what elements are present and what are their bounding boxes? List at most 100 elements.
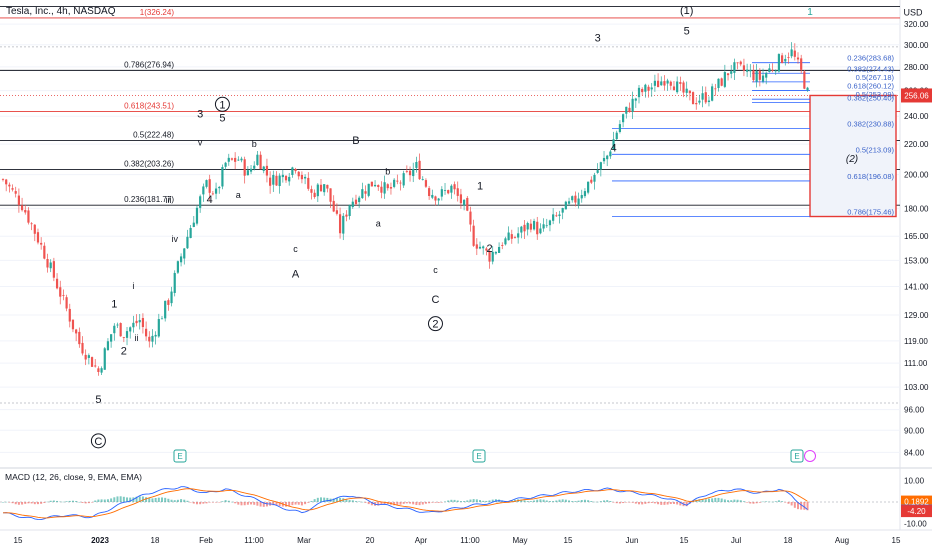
candle-body — [657, 81, 659, 87]
wave-label[interactable]: c — [293, 244, 298, 254]
candle[interactable] — [565, 201, 567, 210]
candle-body — [632, 99, 634, 112]
candle-body — [272, 175, 274, 185]
macd-histogram-bar — [234, 502, 236, 503]
macd-histogram-bar — [177, 500, 179, 502]
candle[interactable] — [587, 181, 589, 194]
wave-label[interactable]: C — [94, 436, 102, 448]
candle-body — [43, 246, 45, 259]
candle[interactable] — [104, 347, 106, 370]
candle[interactable] — [53, 258, 55, 281]
wave-label[interactable]: 1 — [111, 299, 117, 311]
candle[interactable] — [196, 205, 198, 225]
current-price-label: 256.06 — [904, 91, 929, 100]
wave-label[interactable]: 5 — [684, 25, 690, 37]
earnings-marker[interactable]: E — [174, 450, 186, 462]
wave-label[interactable]: 3 — [197, 109, 203, 121]
wave-top-marker[interactable]: 1 — [807, 7, 813, 18]
candle-body — [765, 73, 767, 78]
wave-label[interactable]: a — [376, 219, 381, 229]
candle-body — [762, 76, 764, 82]
candle-body — [69, 309, 71, 322]
macd-histogram-bar — [199, 502, 201, 504]
wave-label[interactable]: (1) — [680, 5, 693, 17]
candle-body — [721, 78, 723, 85]
wave-label[interactable]: v — [198, 138, 203, 148]
candle-body — [543, 224, 545, 228]
wave-label[interactable]: 2 — [432, 319, 438, 331]
candle[interactable] — [403, 171, 405, 188]
projection-box[interactable]: (2) — [810, 95, 896, 216]
candle-body — [183, 248, 185, 258]
macd-histogram-bar — [148, 498, 150, 502]
candle[interactable] — [371, 182, 373, 187]
time-tick-label: 18 — [151, 536, 160, 545]
wave-label[interactable]: B — [352, 135, 359, 147]
candle[interactable] — [778, 53, 780, 73]
macd-histogram-bar — [781, 501, 783, 502]
candle[interactable] — [368, 184, 370, 198]
candle-body — [441, 189, 443, 196]
candle-body — [768, 68, 770, 72]
macd-histogram-bar — [536, 500, 538, 502]
wave-label[interactable]: 2 — [486, 243, 492, 255]
macd-histogram-bar — [635, 502, 637, 504]
macd-histogram-bar — [676, 502, 678, 504]
wave-label[interactable]: 1 — [477, 180, 483, 192]
candle-body — [778, 54, 780, 71]
wave-label[interactable]: c — [433, 265, 438, 275]
candle[interactable] — [177, 261, 179, 274]
wave-label[interactable]: A — [292, 269, 300, 281]
earnings-marker[interactable]: E — [791, 450, 803, 462]
macd-histogram-bar — [568, 500, 570, 502]
macd-histogram-bar — [75, 501, 77, 502]
split-event-icon[interactable] — [805, 451, 816, 462]
wave-label[interactable]: 3 — [595, 33, 601, 45]
wave-label[interactable]: iii — [165, 195, 171, 205]
candle-body — [91, 357, 93, 367]
candle[interactable] — [164, 301, 166, 322]
candle[interactable] — [91, 356, 93, 367]
candle[interactable] — [174, 270, 176, 296]
candle-body — [27, 210, 29, 222]
macd-histogram-bar — [171, 500, 173, 502]
wave-label[interactable]: 2 — [121, 346, 127, 358]
price-axis[interactable]: 84.0090.0096.00103.00111.00119.00129.001… — [901, 20, 932, 457]
wave-label[interactable]: b — [252, 139, 257, 149]
wave-label[interactable]: 5 — [219, 113, 225, 125]
wave-label[interactable]: C — [432, 294, 440, 306]
wave-label[interactable]: 5 — [95, 394, 101, 406]
candle-body — [574, 196, 576, 203]
time-tick-label: 18 — [784, 536, 793, 545]
candle-body — [288, 177, 290, 181]
candle-body — [679, 82, 681, 84]
candle-body — [31, 223, 33, 224]
candle-body — [628, 108, 630, 112]
macd-histogram-bar — [546, 500, 548, 502]
candle-body — [358, 198, 360, 202]
wave-label[interactable]: a — [236, 190, 241, 200]
macd-histogram-bar — [708, 499, 710, 502]
earnings-marker[interactable]: E — [473, 450, 485, 462]
candle[interactable] — [803, 70, 805, 89]
candle[interactable] — [120, 322, 122, 336]
wave-label[interactable]: 4 — [207, 194, 213, 206]
wave-label[interactable]: 1 — [219, 99, 225, 111]
candle[interactable] — [721, 78, 723, 87]
macd-histogram-bar — [167, 499, 169, 502]
macd-histogram-bar — [489, 500, 491, 502]
candle-body — [225, 163, 227, 167]
candle[interactable] — [221, 165, 223, 190]
candle[interactable] — [466, 196, 468, 211]
wave-label[interactable]: ii — [135, 333, 139, 343]
candle-body — [11, 188, 13, 189]
wave-label[interactable]: b — [385, 167, 390, 177]
wave-label[interactable]: iv — [171, 234, 178, 244]
macd-tick-label: 10.00 — [904, 476, 925, 485]
candle[interactable] — [692, 91, 694, 104]
wave-label[interactable]: 4 — [610, 142, 616, 154]
candle-body — [702, 93, 704, 99]
wave-label[interactable]: i — [132, 281, 134, 291]
